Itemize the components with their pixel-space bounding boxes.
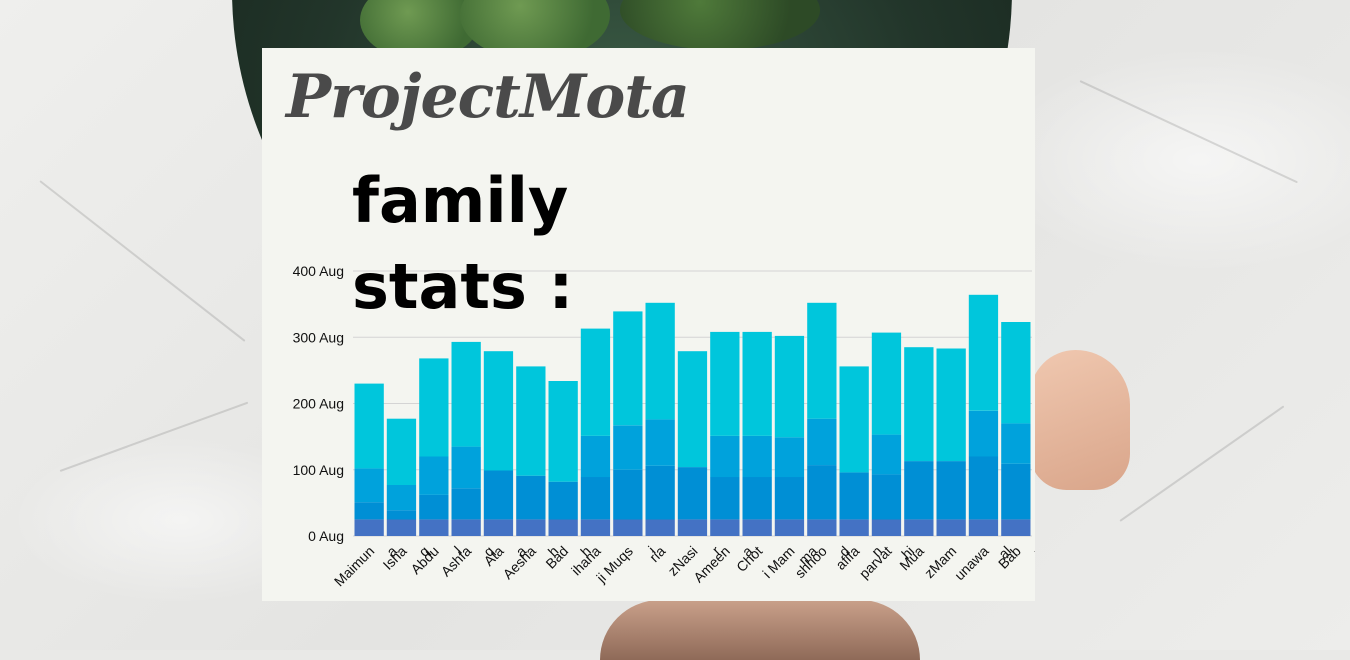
- y-tick-label: 200 Aug: [293, 396, 344, 412]
- bar-segment: [419, 358, 449, 457]
- bar-segment: [645, 302, 675, 420]
- bar-segment: [774, 437, 805, 478]
- x-tick-label: ji Muqs i: [593, 531, 659, 597]
- bar-segment: [871, 434, 902, 475]
- bar-segment: [354, 468, 384, 503]
- bar-segment: [968, 410, 999, 457]
- bar-segment: [807, 302, 837, 419]
- headline-line-1: family: [352, 164, 569, 237]
- bar-segment: [645, 519, 675, 536]
- bar-segment: [807, 519, 837, 536]
- bar-segment: [839, 472, 869, 520]
- y-tick-label: 400 Aug: [293, 263, 344, 279]
- bar-segment: [742, 519, 772, 536]
- bar-segment: [645, 419, 675, 466]
- bar-segment: [677, 467, 708, 520]
- bar-segment: [354, 519, 384, 536]
- stacked-bar-chart: 0 Aug 100 Aug 200 Aug 300 Aug 400 Aug Maimun…: [293, 263, 1035, 597]
- bar-segment: [613, 519, 643, 536]
- bar-segment: [516, 366, 546, 476]
- bar-segment: [807, 418, 837, 466]
- bar-segment: [710, 477, 740, 520]
- bar-segment: [774, 335, 805, 438]
- bars: [354, 294, 1031, 536]
- bar-segment: [807, 465, 837, 520]
- bar-segment: [386, 519, 417, 536]
- bar-segment: [936, 348, 966, 462]
- headline: family stats :: [352, 158, 612, 330]
- bar-segment: [1001, 519, 1031, 536]
- x-tick-label: Bab y: [995, 531, 1035, 583]
- bar-segment: [968, 519, 999, 536]
- bar-segment: [1001, 423, 1031, 464]
- bar-segment: [580, 519, 611, 536]
- bar-segment: [871, 519, 902, 536]
- headline-line-2: stats :: [352, 250, 574, 323]
- bar-segment: [774, 519, 805, 536]
- bar-segment: [483, 470, 514, 520]
- bar-segment: [936, 519, 966, 536]
- bar-segment: [1001, 463, 1031, 520]
- bar-segment: [904, 461, 934, 520]
- bar-segment: [710, 436, 740, 478]
- y-tick-label: 100 Aug: [293, 462, 344, 478]
- bar-segment: [483, 519, 514, 536]
- bar-segment: [580, 477, 611, 520]
- bar-segment: [774, 477, 805, 520]
- bar-segment: [386, 485, 417, 511]
- bar-segment: [613, 425, 643, 470]
- bar-segment: [871, 332, 902, 435]
- bar-segment: [451, 488, 481, 520]
- bar-segment: [354, 502, 384, 520]
- bar-segment: [742, 436, 772, 478]
- bar-segment: [451, 446, 481, 489]
- bar-segment: [386, 418, 417, 485]
- bar-segment: [677, 351, 708, 468]
- bar-segment: [742, 477, 772, 520]
- brand-logo-text: ProjectMota: [286, 62, 690, 132]
- bar-segment: [580, 328, 611, 436]
- bar-segment: [548, 519, 578, 536]
- bar-segment: [548, 481, 578, 520]
- bar-segment: [451, 341, 481, 447]
- bar-segment: [483, 351, 514, 471]
- bar-segment: [677, 519, 708, 536]
- bar-segment: [516, 475, 546, 520]
- bar-segment: [839, 519, 869, 536]
- bar-segment: [419, 456, 449, 495]
- bar-segment: [613, 469, 643, 520]
- bar-segment: [871, 474, 902, 520]
- bar-segment: [354, 383, 384, 469]
- bar-segment: [1001, 322, 1031, 424]
- bar-segment: [419, 494, 449, 520]
- bar-segment: [968, 294, 999, 411]
- y-tick-label: 300 Aug: [293, 329, 344, 345]
- bar-segment: [710, 519, 740, 536]
- y-axis-tick-labels: 0 Aug 100 Aug 200 Aug 300 Aug 400 Aug: [293, 263, 344, 544]
- bar-segment: [645, 465, 675, 520]
- bar-segment: [839, 366, 869, 473]
- bar-segment: [968, 456, 999, 520]
- bar-segment: [904, 519, 934, 536]
- bar-segment: [548, 381, 578, 482]
- hand-image: [1030, 350, 1130, 490]
- bar-segment: [613, 311, 643, 426]
- y-tick-label: 0 Aug: [308, 528, 344, 544]
- bar-segment: [904, 347, 934, 462]
- bar-segment: [710, 331, 740, 436]
- bar-segment: [386, 510, 417, 520]
- bar-segment: [580, 436, 611, 478]
- bar-segment: [419, 519, 449, 536]
- bar-segment: [936, 461, 966, 520]
- bar-segment: [451, 519, 481, 536]
- hand-image: [600, 600, 920, 660]
- bar-segment: [516, 519, 546, 536]
- bar-segment: [742, 331, 772, 436]
